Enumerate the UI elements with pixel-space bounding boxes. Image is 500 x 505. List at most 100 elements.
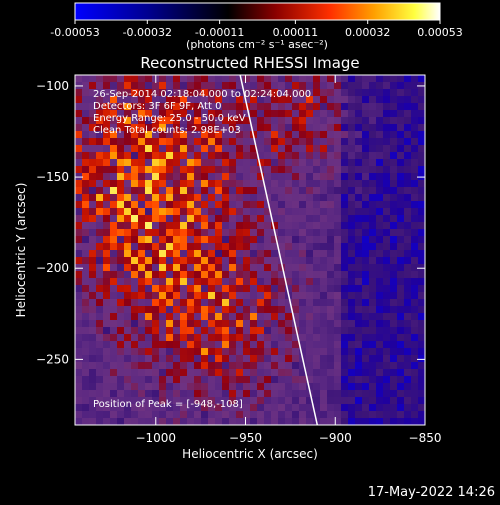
heatmap-cell	[229, 229, 237, 237]
heatmap-cell	[271, 313, 279, 321]
heatmap-cell	[369, 152, 377, 160]
heatmap-cell	[348, 236, 356, 244]
heatmap-cell	[138, 180, 146, 188]
heatmap-cell	[250, 292, 258, 300]
heatmap-cell	[201, 383, 209, 391]
heatmap-cell	[376, 327, 384, 335]
heatmap-cell	[257, 89, 265, 97]
heatmap-cell	[180, 313, 188, 321]
heatmap-cell	[327, 75, 335, 83]
heatmap-cell	[278, 89, 286, 97]
heatmap-cell	[390, 166, 398, 174]
heatmap-cell	[411, 152, 419, 160]
heatmap-cell	[390, 138, 398, 146]
heatmap-cell	[250, 152, 258, 160]
heatmap-cell	[131, 418, 139, 425]
heatmap-cell	[313, 89, 321, 97]
heatmap-cell	[313, 222, 321, 230]
heatmap-cell	[327, 292, 335, 300]
heatmap-cell	[222, 208, 230, 216]
heatmap-cell	[215, 271, 223, 279]
heatmap-cell	[299, 124, 307, 132]
heatmap-cell	[292, 145, 300, 153]
heatmap-cell	[82, 313, 90, 321]
heatmap-cell	[166, 124, 174, 132]
heatmap-cell	[138, 166, 146, 174]
heatmap-cell	[103, 180, 111, 188]
heatmap-cell	[320, 376, 328, 384]
heatmap-cell	[166, 75, 174, 83]
heatmap-cell	[215, 264, 223, 272]
heatmap-cell	[215, 278, 223, 286]
heatmap-cell	[138, 243, 146, 251]
heatmap-cell	[362, 250, 370, 258]
heatmap-cell	[299, 376, 307, 384]
heatmap-cell	[131, 383, 139, 391]
heatmap-cell	[75, 264, 83, 272]
heatmap-cell	[320, 264, 328, 272]
heatmap-cell	[376, 397, 384, 405]
heatmap-cell	[103, 124, 111, 132]
heatmap-cell	[341, 299, 349, 307]
heatmap-cell	[89, 313, 97, 321]
heatmap-cell	[383, 222, 391, 230]
heatmap-cell	[411, 222, 419, 230]
heatmap-cell	[82, 236, 90, 244]
heatmap-cell	[334, 257, 342, 265]
heatmap-cell	[187, 173, 195, 181]
heatmap-cell	[103, 138, 111, 146]
heatmap-cell	[159, 236, 167, 244]
heatmap-cell	[418, 103, 425, 111]
heatmap-cell	[390, 250, 398, 258]
heatmap-cell	[201, 124, 209, 132]
heatmap-cell	[418, 285, 425, 293]
heatmap-cell	[397, 383, 405, 391]
heatmap-cell	[180, 292, 188, 300]
heatmap-cell	[292, 355, 300, 363]
heatmap-cell	[383, 390, 391, 398]
heatmap-cell	[89, 145, 97, 153]
heatmap-cell	[376, 152, 384, 160]
heatmap-cell	[124, 187, 132, 195]
heatmap-cell	[138, 285, 146, 293]
heatmap-cell	[390, 89, 398, 97]
heatmap-cell	[355, 166, 363, 174]
heatmap-cell	[292, 306, 300, 314]
heatmap-cell	[152, 103, 160, 111]
heatmap-cell	[397, 173, 405, 181]
heatmap-cell	[271, 264, 279, 272]
heatmap-cell	[103, 369, 111, 377]
heatmap-cell	[243, 250, 251, 258]
heatmap-cell	[397, 257, 405, 265]
heatmap-cell	[159, 250, 167, 258]
heatmap-cell	[243, 292, 251, 300]
heatmap-cell	[145, 117, 153, 125]
heatmap-cell	[180, 257, 188, 265]
heatmap-cell	[222, 89, 230, 97]
heatmap-cell	[187, 138, 195, 146]
heatmap-cell	[376, 243, 384, 251]
heatmap-cell	[103, 278, 111, 286]
heatmap-cell	[264, 75, 272, 83]
heatmap-cell	[306, 124, 314, 132]
heatmap-cell	[110, 89, 118, 97]
heatmap-cell	[131, 159, 139, 167]
heatmap-cell	[355, 355, 363, 363]
heatmap-cell	[362, 264, 370, 272]
heatmap-cell	[355, 201, 363, 209]
heatmap-cell	[110, 173, 118, 181]
heatmap-cell	[404, 271, 412, 279]
heatmap-cell	[299, 236, 307, 244]
heatmap-cell	[397, 201, 405, 209]
heatmap-cell	[355, 341, 363, 349]
heatmap-cell	[257, 103, 265, 111]
heatmap-cell	[383, 201, 391, 209]
heatmap-cell	[180, 110, 188, 118]
heatmap-cell	[222, 278, 230, 286]
heatmap-cell	[362, 383, 370, 391]
heatmap-cell	[250, 236, 258, 244]
heatmap-cell	[82, 271, 90, 279]
heatmap-cell	[82, 334, 90, 342]
heatmap-cell	[222, 264, 230, 272]
heatmap-cell	[229, 159, 237, 167]
